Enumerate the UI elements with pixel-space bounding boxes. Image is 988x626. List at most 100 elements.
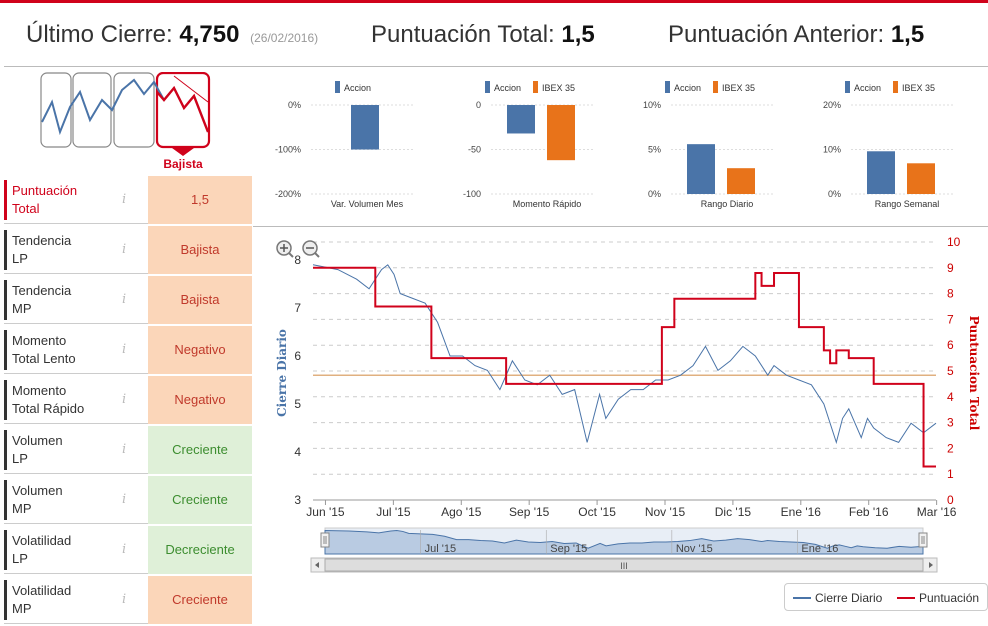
indicator-label: Tendencia MP (12, 282, 112, 318)
indicator-label-line-1: Volumen (12, 483, 63, 498)
mini-legend-label: IBEX 35 (902, 83, 935, 93)
legend-cierre[interactable]: Cierre Diario (815, 591, 883, 605)
y2-tick: 7 (947, 312, 954, 326)
mini-bar (867, 151, 895, 194)
indicator-label-line-2: MP (12, 301, 32, 316)
info-icon[interactable]: i (122, 392, 127, 407)
x-tick: Ene '16 (781, 505, 822, 519)
row-marker (4, 180, 7, 220)
mini-chart-rango-semanal: Accion IBEX 35 20% 10% 0% Rango Semanal (823, 81, 955, 209)
navigator[interactable]: Jul '15 Sep '15 Nov '15 Ene '16 (324, 527, 924, 555)
indicator-value: Bajista (148, 276, 252, 324)
x-tick: Sep '15 (509, 505, 550, 519)
x-tick: Nov '15 (645, 505, 686, 519)
info-icon[interactable]: i (122, 442, 127, 457)
mini-chart-title: Rango Diario (701, 199, 754, 209)
info-icon[interactable]: i (122, 292, 127, 307)
mini-y-tick: -50 (468, 145, 481, 155)
row-marker (4, 280, 7, 320)
info-icon[interactable]: i (122, 542, 127, 557)
mini-legend-label: Accion (674, 83, 701, 93)
indicator-label: Momento Total Rápido (12, 382, 112, 418)
mini-legend-swatch (845, 81, 850, 93)
mini-y-tick: 20% (823, 100, 841, 110)
summary-header: Último Cierre: 4,750 (26/02/2016) Puntua… (0, 3, 988, 65)
puntuacion-total: Puntuación Total: 1,5 (371, 21, 595, 49)
series-puntuacion-line (313, 266, 936, 468)
indicator-label-line-1: Momento (12, 383, 67, 398)
indicator-label: Volumen MP (12, 482, 112, 518)
legend-puntuacion-swatch (897, 597, 915, 599)
y2-tick: 8 (947, 287, 954, 301)
mini-legend-swatch (713, 81, 718, 93)
mini-bar (687, 144, 715, 194)
indicator-row: Tendencia MP i Bajista (4, 276, 252, 324)
trend-label: Bajista (163, 157, 203, 171)
indicator-row: Volatilidad LP i Decreciente (4, 526, 252, 574)
x-tick: Jun '15 (306, 505, 345, 519)
indicator-label-line-2: MP (12, 601, 32, 616)
mini-y-tick: -200% (275, 189, 301, 199)
ultimo-cierre: Último Cierre: 4,750 (26/02/2016) (26, 21, 318, 49)
indicator-label-line-2: Total (12, 201, 40, 216)
indicator-value: Negativo (148, 376, 252, 424)
puntuacion-total-value: 1,5 (561, 21, 595, 48)
zoom-in-icon[interactable] (276, 240, 294, 258)
y2-tick: 6 (947, 338, 954, 352)
y2-tick: 1 (947, 467, 954, 481)
mini-y-tick: -100% (275, 145, 301, 155)
mini-legend-swatch (893, 81, 898, 93)
puntuacion-anterior-value: 1,5 (890, 21, 925, 48)
info-icon[interactable]: i (122, 492, 127, 507)
indicator-label-line-2: Total Lento (12, 351, 76, 366)
mini-y-tick: 10% (643, 100, 661, 110)
mini-chart-title: Rango Semanal (875, 199, 940, 209)
info-icon[interactable]: i (122, 342, 127, 357)
indicator-row: Momento Total Rápido i Negativo (4, 376, 252, 424)
indicator-label: Puntuación Total (12, 182, 112, 218)
indicator-label: Volatilidad LP (12, 532, 112, 568)
ultimo-cierre-label: Último Cierre: (26, 21, 173, 48)
mini-legend-label: IBEX 35 (722, 83, 755, 93)
puntuacion-total-label: Puntuación Total: (371, 21, 555, 48)
header-divider (4, 66, 988, 67)
mini-bar (547, 105, 575, 161)
y-tick: 4 (294, 445, 301, 459)
indicator-label-line-1: Momento (12, 333, 67, 348)
trend-arrow-line (173, 75, 209, 103)
indicator-label: Momento Total Lento (12, 332, 112, 368)
scroll-right-icon[interactable] (929, 562, 933, 568)
zoom-out-icon[interactable] (302, 240, 320, 258)
mini-chart-title: Var. Volumen Mes (331, 199, 404, 209)
indicator-value: Creciente (148, 476, 252, 524)
navigator-handle[interactable] (918, 532, 928, 548)
indicator-label-line-2: LP (12, 451, 28, 466)
row-marker (4, 330, 7, 370)
navigator-handle[interactable] (320, 532, 330, 548)
info-icon[interactable]: i (122, 592, 127, 607)
mini-y-tick: -100 (463, 189, 481, 199)
scrollbar-thumb[interactable] (324, 558, 924, 572)
indicator-label-line-1: Volumen (12, 433, 63, 448)
y2-tick: 9 (947, 261, 954, 275)
mini-y-tick: 0% (288, 100, 301, 110)
indicator-label-line-1: Puntuación (12, 183, 78, 198)
mini-y-tick: 0% (648, 189, 661, 199)
row-marker (4, 480, 7, 520)
y-axis-title: Cierre Diario (275, 329, 289, 417)
legend-puntuacion[interactable]: Puntuación (919, 591, 980, 605)
indicator-label: Tendencia LP (12, 232, 112, 268)
y2-tick: 10 (947, 235, 961, 249)
trend-indicator: Bajista (40, 72, 211, 171)
info-icon[interactable]: i (122, 192, 127, 207)
mini-chart-rango-diario: Accion IBEX 35 10% 5% 0% Rango Diario (643, 81, 775, 209)
info-icon[interactable]: i (122, 242, 127, 257)
puntuacion-anterior: Puntuación Anterior: 1,5 (668, 21, 924, 49)
row-marker (4, 380, 7, 420)
scroll-left-icon[interactable] (315, 562, 319, 568)
indicator-value: Creciente (148, 426, 252, 474)
indicator-label-line-1: Tendencia (12, 283, 72, 298)
x-tick: Oct '15 (578, 505, 616, 519)
y2-tick: 0 (947, 493, 954, 507)
mini-y-tick: 5% (648, 145, 661, 155)
